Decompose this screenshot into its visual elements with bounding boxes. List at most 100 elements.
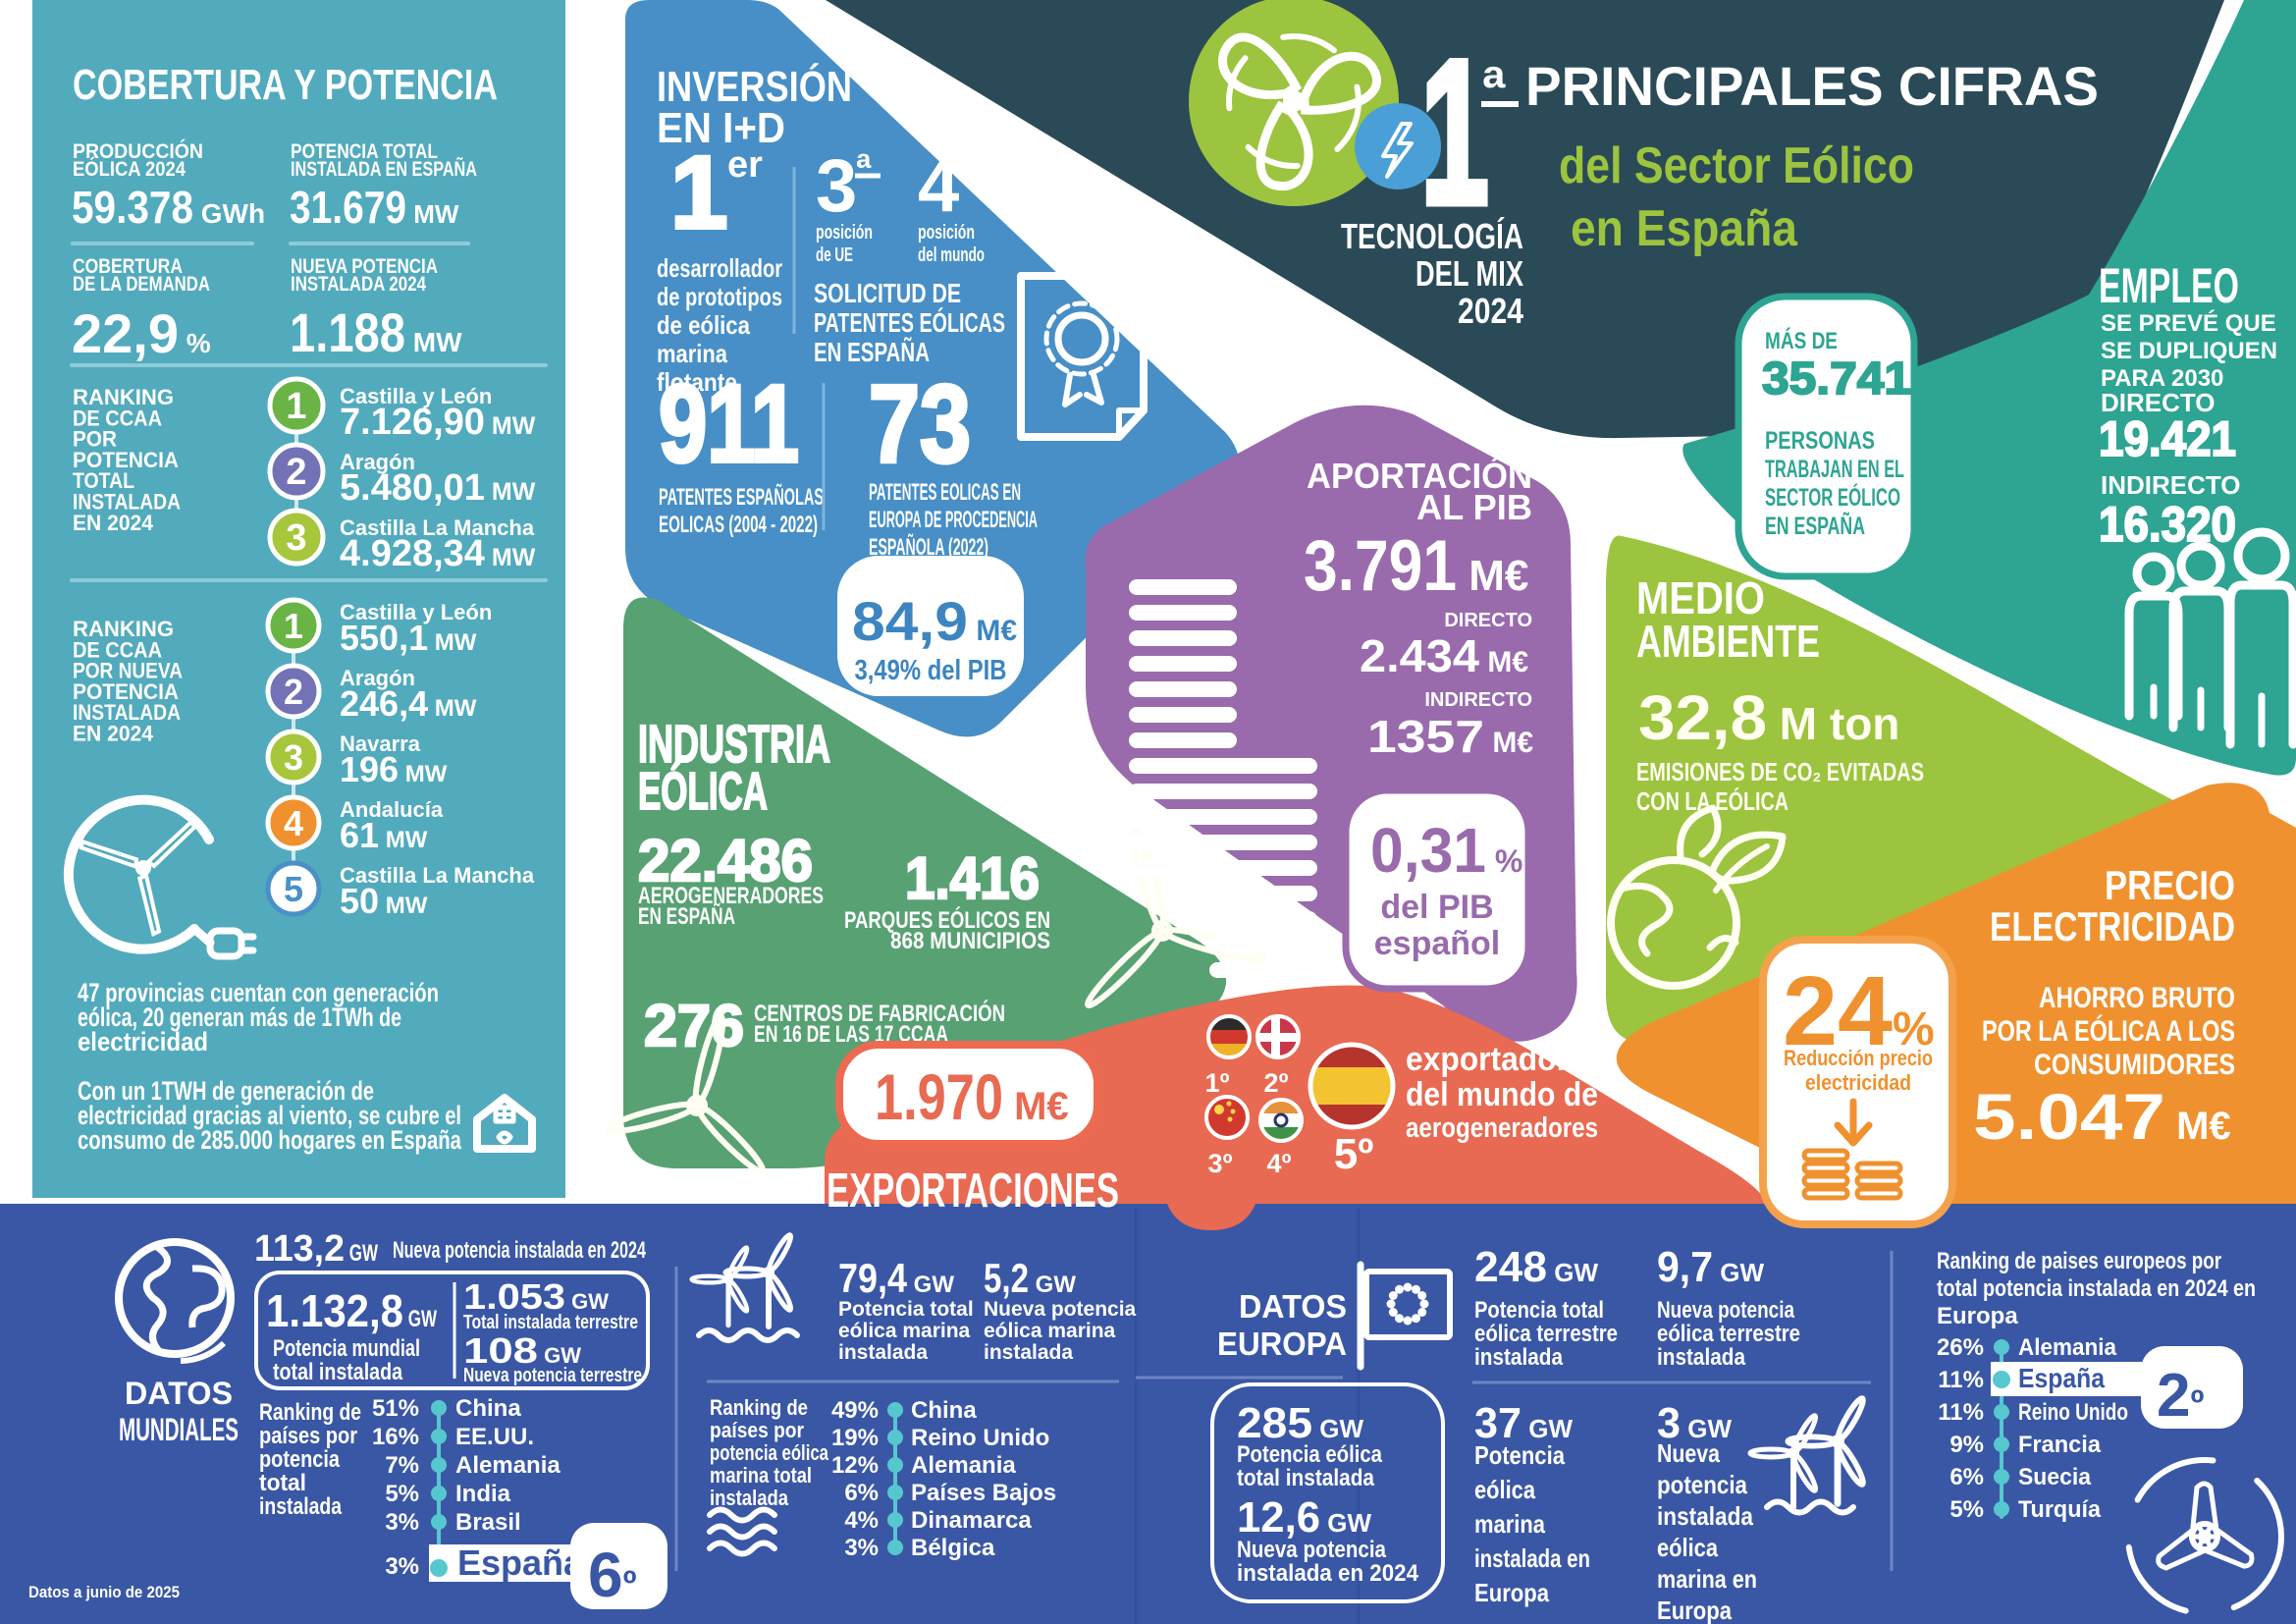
svg-text:total potencia instalada en 20: total potencia instalada en 2024 en xyxy=(1937,1275,2256,1302)
svg-text:potencia eólica: potencia eólica xyxy=(710,1440,829,1465)
svg-text:Ranking de: Ranking de xyxy=(259,1399,361,1426)
svg-text:EN ESPAÑA: EN ESPAÑA xyxy=(814,337,930,367)
svg-text:DATOS: DATOS xyxy=(1239,1288,1347,1325)
svg-text:Castilla La Mancha: Castilla La Mancha xyxy=(340,515,535,540)
svg-text:países por: países por xyxy=(259,1423,357,1449)
svg-text:total instalada: total instalada xyxy=(1237,1465,1375,1491)
svg-text:INSTALADA: INSTALADA xyxy=(73,700,181,725)
svg-text:12,6 GW: 12,6 GW xyxy=(1237,1493,1371,1542)
svg-text:del mundo de: del mundo de xyxy=(1406,1076,1598,1113)
svg-text:1357 M€: 1357 M€ xyxy=(1367,711,1533,762)
svg-text:37 GW: 37 GW xyxy=(1474,1399,1573,1447)
svg-text:59.378 GWh: 59.378 GWh xyxy=(72,182,265,233)
svg-text:PRODUCCIÓN: PRODUCCIÓN xyxy=(73,139,203,163)
svg-text:AHORRO BRUTO: AHORRO BRUTO xyxy=(2039,982,2235,1014)
svg-text:instalada en 2024: instalada en 2024 xyxy=(1237,1560,1419,1587)
svg-text:Nueva: Nueva xyxy=(1657,1438,1720,1468)
svg-text:1º: 1º xyxy=(1205,1068,1230,1098)
svg-text:del Sector Eólico: del Sector Eólico xyxy=(1559,137,1914,194)
svg-text:47 provincias cuentan con gene: 47 provincias cuentan con generación xyxy=(78,978,439,1007)
svg-text:instalada: instalada xyxy=(259,1493,343,1520)
svg-text:DIRECTO: DIRECTO xyxy=(2101,388,2216,417)
svg-text:eólica marina: eólica marina xyxy=(984,1320,1116,1342)
svg-text:7.126,90 MW: 7.126,90 MW xyxy=(340,402,536,443)
svg-text:de prototipos: de prototipos xyxy=(657,282,782,311)
svg-text:DIRECTO: DIRECTO xyxy=(1444,610,1532,631)
svg-text:MUNDIALES: MUNDIALES xyxy=(119,1412,239,1447)
svg-text:5º: 5º xyxy=(1334,1130,1374,1178)
svg-text:DE LA DEMANDA: DE LA DEMANDA xyxy=(73,273,210,296)
svg-text:DE CCAA: DE CCAA xyxy=(73,406,162,430)
svg-text:instalada: instalada xyxy=(710,1486,789,1510)
svg-text:AEROGENERADORES: AEROGENERADORES xyxy=(638,883,824,909)
svg-text:5.480,01 MW: 5.480,01 MW xyxy=(340,467,536,509)
svg-text:POR NUEVA: POR NUEVA xyxy=(73,659,183,683)
svg-text:en España: en España xyxy=(1571,200,1798,257)
svg-text:PATENTES EOLICAS EN: PATENTES EOLICAS EN xyxy=(869,479,1021,506)
svg-text:Europa: Europa xyxy=(1937,1303,2018,1329)
svg-text:DE CCAA: DE CCAA xyxy=(73,637,162,662)
svg-text:SE PREVÉ QUE: SE PREVÉ QUE xyxy=(2101,309,2276,337)
svg-text:4.928,34 MW: 4.928,34 MW xyxy=(340,533,536,574)
svg-text:COBERTURA: COBERTURA xyxy=(73,255,183,278)
svg-text:DATOS: DATOS xyxy=(125,1376,233,1411)
svg-text:total: total xyxy=(259,1470,306,1496)
svg-text:4: 4 xyxy=(918,144,959,228)
svg-text:Aragón: Aragón xyxy=(340,450,415,474)
svg-text:246,4 MW: 246,4 MW xyxy=(340,683,477,724)
svg-text:5.047 M€: 5.047 M€ xyxy=(1973,1080,2231,1153)
svg-text:CENTROS DE FABRICACIÓN: CENTROS DE FABRICACIÓN xyxy=(754,1000,1005,1027)
svg-text:POTENCIA TOTAL: POTENCIA TOTAL xyxy=(291,140,438,163)
svg-text:ELECTRICIDAD: ELECTRICIDAD xyxy=(1990,903,2235,949)
svg-text:INSTALADA EN ESPAÑA: INSTALADA EN ESPAÑA xyxy=(291,158,477,181)
svg-text:1.970 M€: 1.970 M€ xyxy=(875,1060,1069,1133)
svg-text:32,8 M ton: 32,8 M ton xyxy=(1638,682,1899,753)
svg-text:1: 1 xyxy=(1420,17,1489,247)
svg-text:SECTOR EÓLICO: SECTOR EÓLICO xyxy=(1765,482,1900,512)
svg-text:del PIB: del PIB xyxy=(1380,889,1493,926)
svg-text:6%: 6% xyxy=(844,1480,879,1506)
svg-text:INDIRECTO: INDIRECTO xyxy=(1424,689,1532,711)
svg-text:11%: 11% xyxy=(1938,1367,1984,1393)
svg-text:eólica: eólica xyxy=(1657,1533,1718,1562)
svg-text:61 MW: 61 MW xyxy=(340,815,428,855)
svg-text:PRECIO: PRECIO xyxy=(2105,862,2235,908)
svg-text:2: 2 xyxy=(284,672,303,712)
svg-text:2024: 2024 xyxy=(1458,291,1523,331)
svg-text:ª: ª xyxy=(960,145,976,191)
svg-text:5%: 5% xyxy=(385,1481,419,1507)
svg-text:79,4 GW: 79,4 GW xyxy=(838,1255,954,1301)
svg-text:12%: 12% xyxy=(831,1452,879,1479)
svg-text:Turquía: Turquía xyxy=(2018,1496,2102,1523)
svg-text:EMPLEO: EMPLEO xyxy=(2099,258,2239,313)
svg-text:16.320: 16.320 xyxy=(2099,497,2236,552)
svg-text:Total instalada terrestre: Total instalada terrestre xyxy=(463,1312,638,1333)
svg-text:84,9 M€: 84,9 M€ xyxy=(852,590,1017,652)
svg-text:TRABAJAN EN EL: TRABAJAN EN EL xyxy=(1765,456,1904,483)
svg-text:ª: ª xyxy=(1482,53,1506,124)
svg-text:eólica: eólica xyxy=(1474,1475,1535,1504)
svg-text:aerogeneradores: aerogeneradores xyxy=(1406,1112,1598,1144)
svg-text:5,2 GW: 5,2 GW xyxy=(984,1255,1076,1301)
svg-text:Potencia total: Potencia total xyxy=(1474,1297,1604,1324)
svg-text:instalada: instalada xyxy=(1657,1501,1753,1531)
svg-text:Suecia: Suecia xyxy=(2018,1464,2092,1490)
svg-text:Francia: Francia xyxy=(2018,1432,2102,1458)
svg-text:248 GW: 248 GW xyxy=(1474,1243,1598,1291)
svg-text:5: 5 xyxy=(284,869,303,909)
svg-text:MEDIO: MEDIO xyxy=(1636,572,1765,623)
svg-text:2º: 2º xyxy=(1264,1068,1289,1098)
svg-text:PRINCIPALES CIFRAS: PRINCIPALES CIFRAS xyxy=(1525,55,2099,117)
svg-text:China: China xyxy=(455,1395,521,1422)
svg-text:marina: marina xyxy=(657,339,727,368)
svg-text:de UE: de UE xyxy=(816,244,853,266)
svg-text:4%: 4% xyxy=(844,1507,879,1534)
svg-text:AMBIENTE: AMBIENTE xyxy=(1636,616,1820,667)
svg-text:Brasil: Brasil xyxy=(455,1509,521,1536)
svg-text:113,2 GW: 113,2 GW xyxy=(254,1228,378,1270)
svg-text:NUEVA POTENCIA: NUEVA POTENCIA xyxy=(291,255,438,278)
svg-text:Potencia eólica: Potencia eólica xyxy=(1237,1441,1383,1468)
svg-text:TECNOLOGÍA: TECNOLOGÍA xyxy=(1341,216,1523,256)
svg-text:EUROPA: EUROPA xyxy=(1217,1326,1347,1362)
svg-text:3: 3 xyxy=(284,737,303,778)
